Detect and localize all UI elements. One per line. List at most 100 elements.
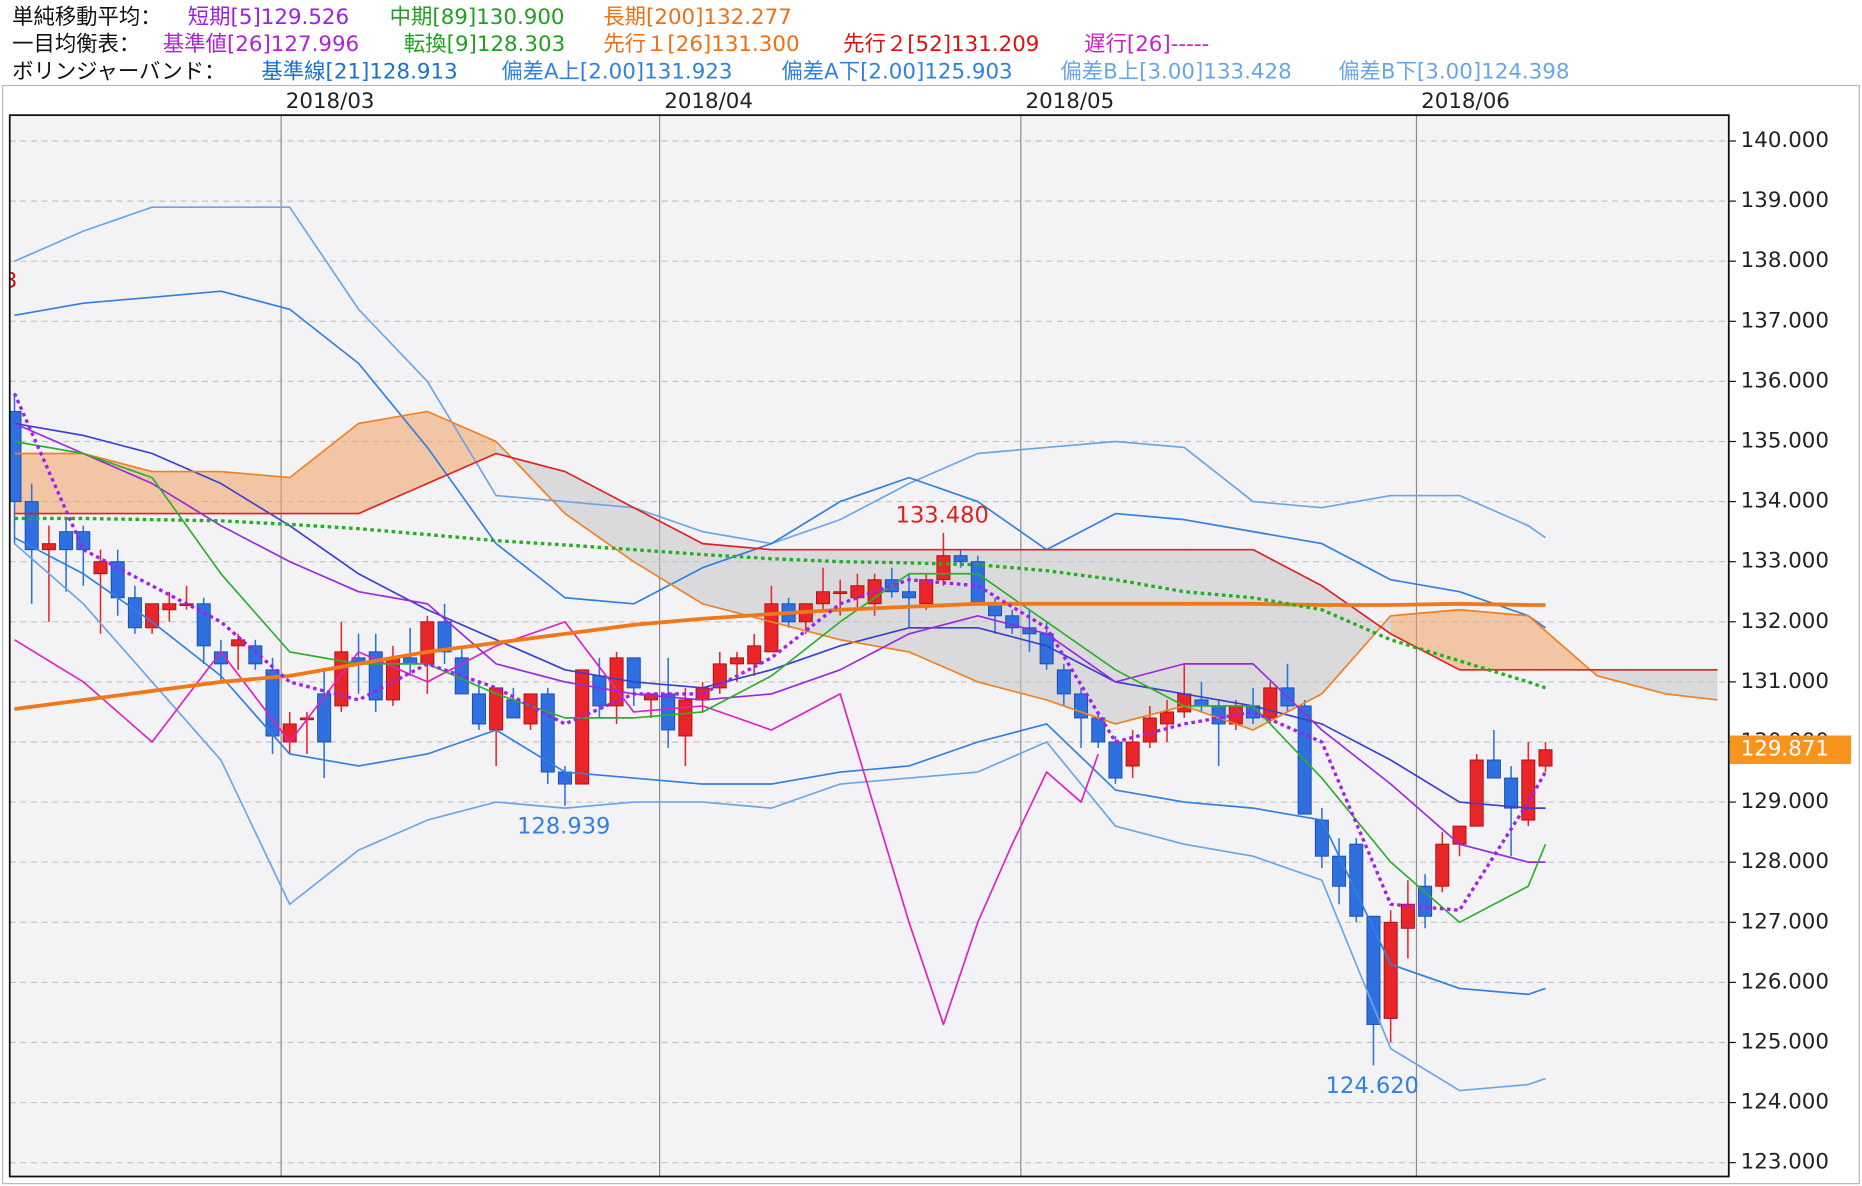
indicator-line: [14, 536, 1546, 996]
annotation: 124.620: [1326, 1073, 1419, 1099]
candle-body: [1314, 819, 1329, 857]
candle-body: [592, 675, 607, 707]
indicator-line: [14, 422, 1546, 863]
candle-body: [1074, 693, 1089, 719]
y-tick-label: 133.000: [1741, 549, 1829, 574]
candle-body: [1194, 699, 1209, 707]
indicator-line: [14, 206, 1546, 545]
y-tick-label: 128.000: [1741, 849, 1829, 874]
plot-content: 3: [4, 115, 1729, 1177]
legend-row-label: ボリンジャーバンド：: [12, 59, 225, 84]
candle-body: [1383, 921, 1398, 1019]
y-tick-label: 134.000: [1741, 489, 1829, 514]
cloud: [152, 471, 221, 514]
annotation: 133.480: [896, 503, 989, 529]
legend-item: 偏差A上[2.00]131.923: [501, 59, 732, 84]
legend-item: 偏差B上[3.00]133.428: [1060, 59, 1291, 84]
y-tick-label: 125.000: [1741, 1029, 1829, 1054]
cloud: [427, 411, 497, 484]
candle-body: [1538, 749, 1553, 767]
x-tick-label: 2018/04: [664, 89, 753, 114]
y-tick-label: 131.000: [1741, 669, 1829, 694]
x-tick-label: 2018/03: [286, 89, 375, 114]
legend-item: 先行２[52]131.209: [843, 32, 1039, 57]
y-tick-label: 140.000: [1741, 128, 1829, 153]
y-tick-label: 136.000: [1741, 368, 1829, 393]
legend-item: 中期[89]130.900: [390, 5, 565, 30]
candle-body: [248, 645, 263, 665]
candle-body: [747, 645, 762, 665]
legend-item: 基準線[21]128.913: [261, 59, 457, 84]
cloud: [1597, 669, 1666, 694]
candle-body: [643, 693, 658, 701]
candle-body: [1400, 903, 1415, 929]
candle-body: [1332, 855, 1347, 887]
cut-label: 3: [4, 268, 18, 293]
candle-body: [76, 531, 91, 551]
candle-body: [902, 591, 917, 599]
plot-border: [8, 114, 1730, 1178]
candle-body: [1486, 759, 1501, 779]
legend-item: 短期[5]129.526: [188, 5, 349, 30]
candle-body: [1469, 759, 1484, 827]
legend-row-label: 一目均衡表：: [12, 32, 140, 57]
candle-body: [24, 501, 39, 551]
y-tick-label: 129.000: [1741, 789, 1829, 814]
cloud: [633, 507, 703, 604]
candle-body: [850, 585, 865, 599]
cloud: [1665, 669, 1718, 700]
candle-body: [936, 555, 951, 581]
candle-body: [282, 723, 297, 743]
candle-body: [729, 657, 744, 665]
candle-body: [970, 561, 985, 605]
candle-body: [833, 591, 848, 594]
candle-body: [1263, 687, 1278, 719]
cloud: [358, 411, 428, 514]
candle-body: [557, 771, 572, 785]
candle-body: [626, 657, 641, 689]
candle-body: [953, 555, 968, 563]
candle-body: [523, 693, 538, 725]
candle-body: [1504, 777, 1519, 809]
legend-item: 長期[200]132.277: [603, 5, 791, 30]
indicator-line: [13, 542, 1546, 1092]
legend-item: 基準値[26]127.996: [163, 32, 359, 57]
legend-item: 偏差B下[3.00]124.398: [1338, 59, 1569, 84]
candle-body: [575, 669, 590, 785]
candle-body: [1142, 717, 1157, 743]
indicator-line: [14, 290, 1546, 629]
legend-item: 遅行[26]-----: [1084, 32, 1209, 57]
annotation: 128.939: [517, 814, 610, 840]
legend-item: 転換[9]128.303: [404, 32, 565, 57]
legend-item: 偏差A下[2.00]125.903: [781, 59, 1012, 84]
candle-body: [919, 579, 934, 605]
legend-row-label: 単純移動平均：: [12, 5, 162, 30]
candle-body: [420, 621, 435, 665]
candle-body: [540, 693, 555, 773]
indicator-line: [14, 452, 1718, 671]
candle-body: [403, 657, 418, 665]
y-tick-label: 123.000: [1741, 1150, 1829, 1175]
candle-body: [93, 561, 108, 575]
candle-body: [661, 693, 676, 731]
candle-body: [1160, 711, 1175, 725]
candle-body: [1091, 717, 1106, 743]
candle-body: [59, 531, 74, 551]
cloud: [1321, 585, 1391, 694]
candle-body: [317, 693, 332, 743]
x-tick-label: 2018/05: [1025, 89, 1114, 114]
candle-body: [196, 603, 211, 647]
candle-body: [127, 597, 142, 629]
y-tick-label: 124.000: [1741, 1090, 1829, 1115]
indicator-line: [14, 422, 1546, 809]
candle-body: [1125, 741, 1140, 767]
cloud: [702, 543, 772, 622]
layers: 3: [4, 115, 1729, 1177]
candle-body: [1418, 885, 1433, 917]
candle-body: [506, 699, 521, 719]
indicator-line: [14, 410, 1718, 731]
candle-body: [1056, 669, 1071, 695]
y-tick-label: 138.000: [1741, 248, 1829, 273]
indicator-line: [14, 601, 1546, 711]
